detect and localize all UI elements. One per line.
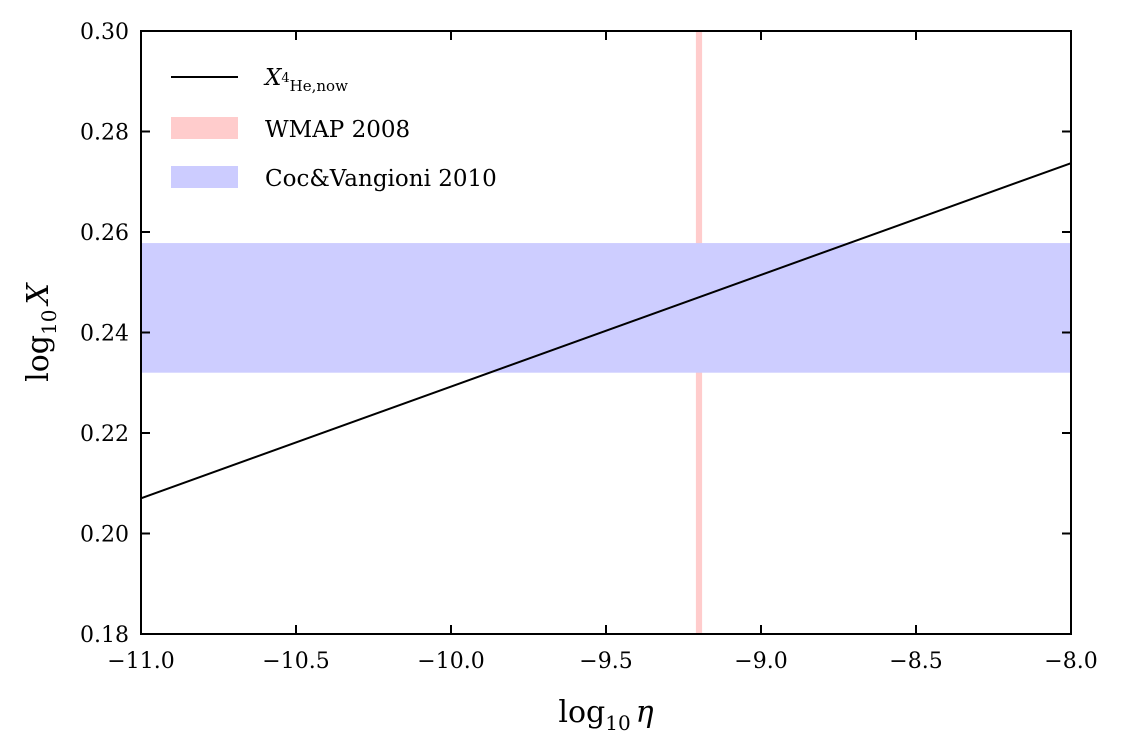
y-tick-label: 0.28	[80, 121, 129, 146]
y-axis-label: log10X	[21, 282, 61, 382]
x-tick-label: −11.0	[107, 649, 174, 674]
legend-band-swatch	[171, 166, 238, 188]
legend-label-band: Coc&Vangioni 2010	[265, 166, 497, 192]
axis-titles: log10 η log10X	[21, 282, 654, 735]
legend-band-swatch	[171, 117, 238, 139]
y-tick-label: 0.20	[80, 523, 129, 548]
band-horizontal-1	[141, 243, 1071, 373]
y-tick-label: 0.18	[80, 623, 129, 648]
y-tick-label: 0.22	[80, 422, 129, 447]
series-layer	[140, 162, 1072, 500]
legend-label-band: WMAP 2008	[265, 117, 410, 143]
bands-layer	[141, 31, 1071, 634]
tick-labels-layer: −11.0 −10.5 −10.0 −9.5 −9.0 −8.5 −8.0 0.18 0.20 0…	[80, 20, 1098, 674]
x-axis-label: log10 η	[558, 695, 653, 735]
y-tick-label: 0.30	[80, 20, 129, 45]
x-tick-label: −9.0	[734, 649, 787, 674]
y-tick-label: 0.24	[80, 322, 129, 347]
legend-label-series: X4He,now	[263, 65, 348, 95]
series-line-0	[140, 162, 1072, 500]
x-tick-label: −9.5	[579, 649, 632, 674]
legend: X4He,now WMAP 2008 Coc&Vangioni 2010	[171, 65, 497, 192]
y-tick-label: 0.26	[80, 221, 129, 246]
ticks-layer	[140, 30, 1072, 635]
x-tick-label: −8.5	[889, 649, 942, 674]
x-tick-label: −8.0	[1044, 649, 1097, 674]
x-tick-label: −10.5	[262, 649, 329, 674]
x-tick-label: −10.0	[417, 649, 484, 674]
